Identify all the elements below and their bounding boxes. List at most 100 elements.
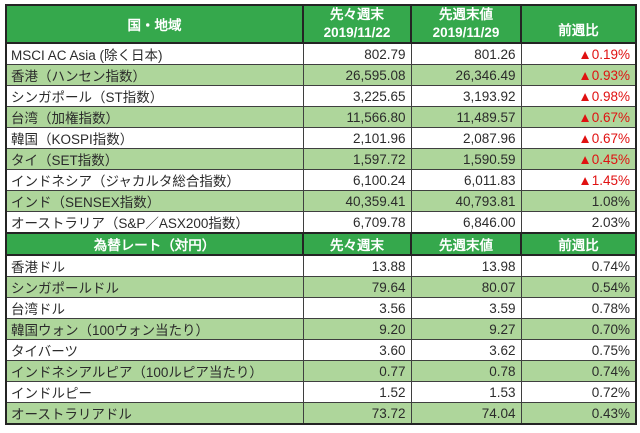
last-value-cell: 3.62 [410, 339, 522, 361]
prev-value-cell: 6,709.78 [302, 211, 412, 234]
last-week-label: 先週末値 [439, 7, 493, 22]
row-label-cell: 香港ドル [5, 254, 304, 277]
prev-value-cell: 0.77 [302, 360, 412, 382]
last-value-cell: 80.07 [410, 276, 522, 298]
last-value-cell: 6,011.83 [410, 169, 522, 191]
last-value-cell: 0.78 [410, 360, 522, 382]
last-value-cell: 13.98 [410, 254, 522, 277]
prev-value-cell: 1,597.72 [302, 148, 412, 170]
table-row: タイバーツ 3.60 3.62 0.75% [5, 339, 637, 361]
fx-header-row: 為替レート（対円） 先々週末 先週末値 前週比 [5, 232, 637, 256]
change-value-cell: ▲0.67% [520, 127, 637, 149]
region-header-cell: 国・地域 [5, 4, 304, 44]
last-value-cell: 3,193.92 [410, 85, 522, 107]
prev-value-cell: 79.64 [302, 276, 412, 298]
fx-section-header: 為替レート（対円） 先々週末 先週末値 前週比 [5, 232, 637, 256]
prev-value-cell: 73.72 [302, 402, 412, 425]
prev-week-label: 先々週末 [330, 7, 384, 22]
row-label-cell: 台湾ドル [5, 297, 304, 319]
fx-wow-change-header-cell: 前週比 [520, 232, 637, 256]
table-row: 台湾ドル 3.56 3.59 0.78% [5, 297, 637, 319]
change-value-cell: 0.74% [520, 360, 637, 382]
index-header-row: 国・地域 先々週末 2019/11/22 先週末値 2019/11/29 前週比 [5, 4, 637, 44]
change-value-cell: ▲1.45% [520, 169, 637, 191]
market-summary-table: 国・地域 先々週末 2019/11/22 先週末値 2019/11/29 前週比… [5, 4, 637, 425]
row-label-cell: タイ（SET指数） [5, 148, 304, 170]
wow-change-header-cell: 前週比 [520, 4, 637, 44]
index-section-header: 国・地域 先々週末 2019/11/22 先週末値 2019/11/29 前週比 [5, 4, 637, 44]
row-label-cell: オーストラリア（S&P／ASX200指数） [5, 211, 304, 234]
row-label-cell: 香港（ハンセン指数） [5, 64, 304, 86]
last-value-cell: 9.27 [410, 318, 522, 340]
prev-value-cell: 9.20 [302, 318, 412, 340]
table-row: インド（SENSEX指数） 40,359.41 40,793.81 1.08% [5, 190, 637, 212]
row-label-cell: インドネシア（ジャカルタ総合指数） [5, 169, 304, 191]
prev-value-cell: 802.79 [302, 42, 412, 65]
row-label-cell: 韓国（KOSPI指数） [5, 127, 304, 149]
table-row: シンガポール（ST指数） 3,225.65 3,193.92 ▲0.98% [5, 85, 637, 107]
prev-value-cell: 3.56 [302, 297, 412, 319]
table-row: オーストラリア（S&P／ASX200指数） 6,709.78 6,846.00 2.0… [5, 211, 637, 234]
last-value-cell: 11,489.57 [410, 106, 522, 128]
table-row: オーストラリアドル 73.72 74.04 0.43% [5, 402, 637, 425]
last-value-cell: 3.59 [410, 297, 522, 319]
last-value-cell: 2,087.96 [410, 127, 522, 149]
last-value-cell: 40,793.81 [410, 190, 522, 212]
last-value-cell: 6,846.00 [410, 211, 522, 234]
change-value-cell: 1.08% [520, 190, 637, 212]
row-label-cell: インド（SENSEX指数） [5, 190, 304, 212]
change-value-cell: ▲0.19% [520, 42, 637, 65]
table-row: シンガポールドル 79.64 80.07 0.54% [5, 276, 637, 298]
table-row: タイ（SET指数） 1,597.72 1,590.59 ▲0.45% [5, 148, 637, 170]
row-label-cell: シンガポール（ST指数） [5, 85, 304, 107]
last-value-cell: 1.53 [410, 381, 522, 403]
change-value-cell: 0.75% [520, 339, 637, 361]
index-rows-body: MSCI AC Asia (除く日本) 802.79 801.26 ▲0.19% 香港（… [5, 42, 637, 234]
last-value-cell: 26,346.49 [410, 64, 522, 86]
last-week-date: 2019/11/29 [432, 25, 500, 40]
row-label-cell: 台湾（加権指数） [5, 106, 304, 128]
row-label-cell: MSCI AC Asia (除く日本) [5, 42, 304, 65]
table-row: MSCI AC Asia (除く日本) 802.79 801.26 ▲0.19% [5, 42, 637, 65]
change-value-cell: ▲0.45% [520, 148, 637, 170]
table-row: インドネシアルピア（100ルピア当たり） 0.77 0.78 0.74% [5, 360, 637, 382]
change-value-cell: 0.78% [520, 297, 637, 319]
table-row: 韓国ウォン（100ウォン当たり） 9.20 9.27 0.70% [5, 318, 637, 340]
last-week-header-cell: 先週末値 2019/11/29 [410, 4, 522, 44]
change-value-cell: 2.03% [520, 211, 637, 234]
prev-value-cell: 11,566.80 [302, 106, 412, 128]
table-row: 韓国（KOSPI指数） 2,101.96 2,087.96 ▲0.67% [5, 127, 637, 149]
prev-value-cell: 26,595.08 [302, 64, 412, 86]
prev-value-cell: 1.52 [302, 381, 412, 403]
last-value-cell: 801.26 [410, 42, 522, 65]
table-row: 香港（ハンセン指数） 26,595.08 26,346.49 ▲0.93% [5, 64, 637, 86]
prev-value-cell: 3,225.65 [302, 85, 412, 107]
row-label-cell: インドルピー [5, 381, 304, 403]
last-value-cell: 74.04 [410, 402, 522, 425]
row-label-cell: 韓国ウォン（100ウォン当たり） [5, 318, 304, 340]
change-value-cell: ▲0.98% [520, 85, 637, 107]
row-label-cell: シンガポールドル [5, 276, 304, 298]
table-row: 台湾（加権指数） 11,566.80 11,489.57 ▲0.67% [5, 106, 637, 128]
table-row: インドネシア（ジャカルタ総合指数） 6,100.24 6,011.83 ▲1.45% [5, 169, 637, 191]
change-value-cell: 0.72% [520, 381, 637, 403]
change-value-cell: ▲0.93% [520, 64, 637, 86]
prev-value-cell: 40,359.41 [302, 190, 412, 212]
change-value-cell: 0.43% [520, 402, 637, 425]
change-value-cell: ▲0.67% [520, 106, 637, 128]
prev-week-header-cell: 先々週末 2019/11/22 [302, 4, 412, 44]
prev-value-cell: 2,101.96 [302, 127, 412, 149]
fx-rows-body: 香港ドル 13.88 13.98 0.74% シンガポールドル 79.64 80.07 0.5… [5, 254, 637, 425]
prev-value-cell: 13.88 [302, 254, 412, 277]
change-value-cell: 0.74% [520, 254, 637, 277]
change-value-cell: 0.54% [520, 276, 637, 298]
change-value-cell: 0.70% [520, 318, 637, 340]
prev-value-cell: 6,100.24 [302, 169, 412, 191]
row-label-cell: オーストラリアドル [5, 402, 304, 425]
prev-week-date: 2019/11/22 [323, 25, 391, 40]
row-label-cell: タイバーツ [5, 339, 304, 361]
table-row: インドルピー 1.52 1.53 0.72% [5, 381, 637, 403]
prev-value-cell: 3.60 [302, 339, 412, 361]
fx-prev-week-header-cell: 先々週末 [302, 232, 412, 256]
row-label-cell: インドネシアルピア（100ルピア当たり） [5, 360, 304, 382]
